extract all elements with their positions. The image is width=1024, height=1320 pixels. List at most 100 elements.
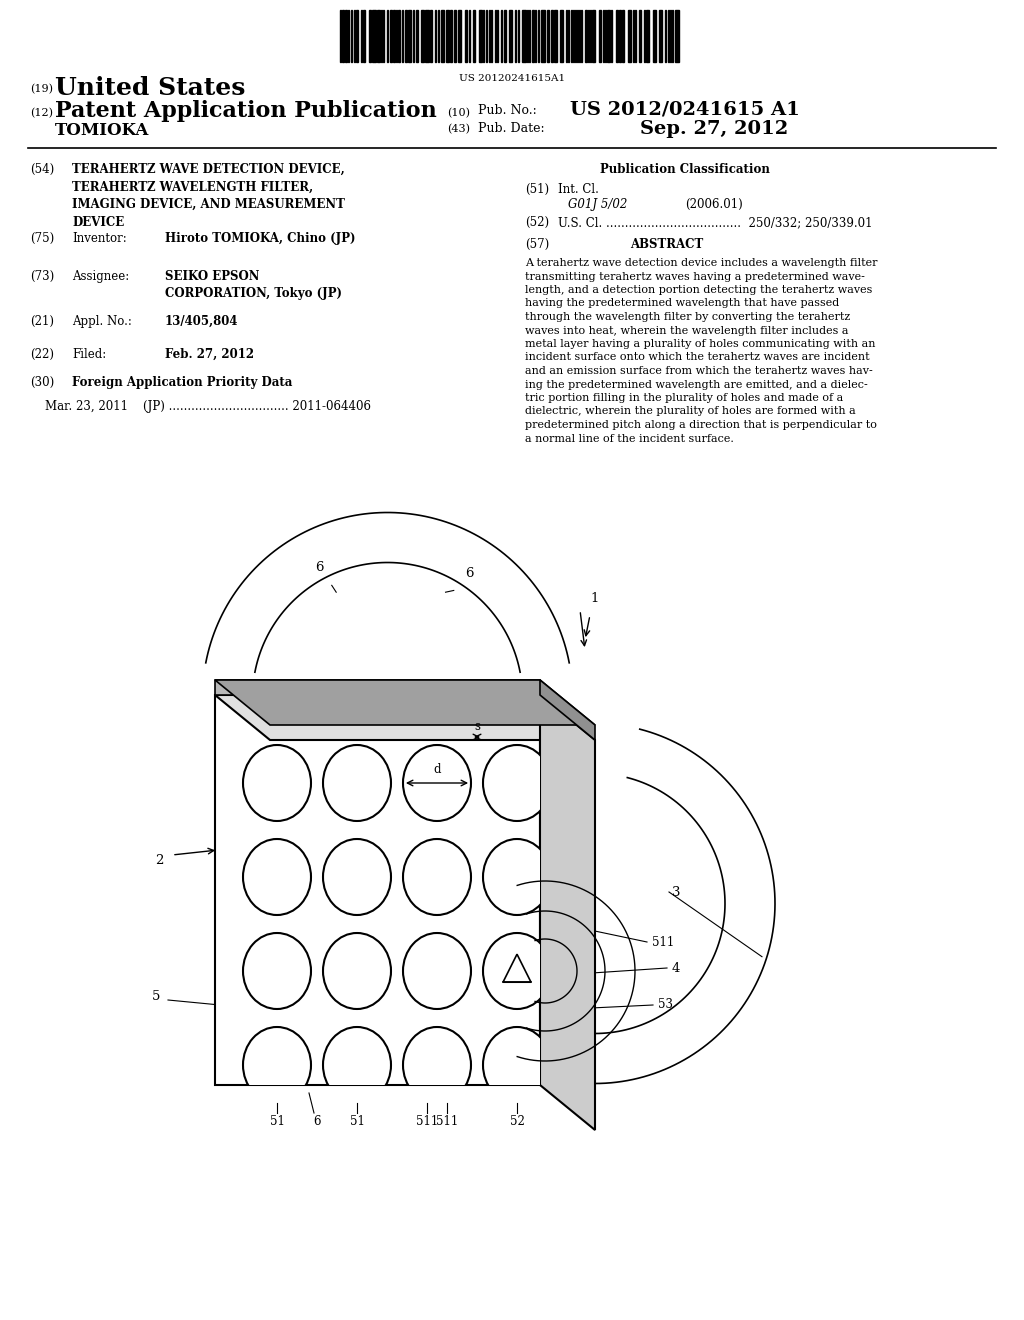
- Text: (43): (43): [447, 124, 470, 135]
- Text: U.S. Cl. ....................................  250/332; 250/339.01: U.S. Cl. ...............................…: [558, 216, 872, 228]
- Text: (57): (57): [525, 238, 549, 251]
- Bar: [607, 11, 610, 62]
- Bar: [345, 11, 347, 62]
- Text: Filed:: Filed:: [72, 348, 106, 360]
- Bar: [522, 11, 526, 62]
- Text: Inventor:: Inventor:: [72, 232, 127, 246]
- Ellipse shape: [403, 1027, 471, 1104]
- Bar: [369, 11, 371, 62]
- Ellipse shape: [323, 933, 391, 1008]
- Bar: [408, 11, 411, 62]
- Ellipse shape: [243, 744, 311, 821]
- Text: length, and a detection portion detecting the terahertz waves: length, and a detection portion detectin…: [525, 285, 872, 294]
- Bar: [356, 11, 358, 62]
- Text: Mar. 23, 2011    (JP) ................................ 2011-064406: Mar. 23, 2011 (JP) .....................…: [45, 400, 371, 413]
- Bar: [362, 11, 365, 62]
- Bar: [454, 11, 456, 62]
- Bar: [628, 11, 631, 62]
- Polygon shape: [215, 680, 595, 725]
- Text: metal layer having a plurality of holes communicating with an: metal layer having a plurality of holes …: [525, 339, 876, 348]
- Text: (21): (21): [30, 315, 54, 327]
- Bar: [659, 11, 662, 62]
- Bar: [479, 11, 482, 62]
- Text: (54): (54): [30, 162, 54, 176]
- Text: ing the predetermined wavelength are emitted, and a dielec-: ing the predetermined wavelength are emi…: [525, 380, 867, 389]
- Ellipse shape: [483, 840, 551, 915]
- Bar: [398, 11, 400, 62]
- Bar: [372, 11, 376, 62]
- Bar: [421, 11, 424, 62]
- Text: a normal line of the incident surface.: a normal line of the incident surface.: [525, 433, 734, 444]
- Bar: [509, 11, 512, 62]
- Text: TERAHERTZ WAVE DETECTION DEVICE,
TERAHERTZ WAVELENGTH FILTER,
IMAGING DEVICE, AN: TERAHERTZ WAVE DETECTION DEVICE, TERAHER…: [72, 162, 345, 228]
- Bar: [616, 11, 618, 62]
- Text: (19): (19): [30, 84, 53, 94]
- Ellipse shape: [403, 840, 471, 915]
- Text: Foreign Application Priority Data: Foreign Application Priority Data: [72, 376, 293, 389]
- Text: having the predetermined wavelength that have passed: having the predetermined wavelength that…: [525, 298, 840, 309]
- Text: 52: 52: [510, 1115, 524, 1129]
- Ellipse shape: [323, 744, 391, 821]
- Text: s: s: [474, 719, 480, 733]
- Ellipse shape: [243, 933, 311, 1008]
- Ellipse shape: [483, 1027, 551, 1104]
- Text: Pub. No.:: Pub. No.:: [478, 104, 537, 117]
- Text: 51: 51: [269, 1115, 285, 1129]
- Bar: [585, 11, 587, 62]
- Text: 13/405,804: 13/405,804: [165, 315, 239, 327]
- Polygon shape: [540, 680, 595, 741]
- Text: TOMIOKA: TOMIOKA: [55, 121, 150, 139]
- Bar: [441, 11, 444, 62]
- Bar: [541, 11, 545, 62]
- Ellipse shape: [403, 933, 471, 1008]
- Text: 511: 511: [436, 1115, 459, 1129]
- Text: (52): (52): [525, 216, 549, 228]
- Bar: [406, 11, 407, 62]
- Bar: [554, 11, 557, 62]
- Bar: [416, 11, 418, 62]
- Bar: [430, 11, 432, 62]
- Text: United States: United States: [55, 77, 246, 100]
- Ellipse shape: [243, 840, 311, 915]
- Bar: [551, 11, 553, 62]
- Text: Publication Classification: Publication Classification: [600, 162, 770, 176]
- Bar: [425, 11, 429, 62]
- Text: ABSTRACT: ABSTRACT: [630, 238, 703, 251]
- Bar: [390, 11, 392, 62]
- Ellipse shape: [483, 744, 551, 821]
- Bar: [592, 11, 595, 62]
- Text: (22): (22): [30, 348, 54, 360]
- Text: (10): (10): [447, 108, 470, 119]
- Text: G01J 5/02: G01J 5/02: [568, 198, 628, 211]
- Bar: [446, 11, 449, 62]
- Text: 2: 2: [155, 854, 163, 866]
- Bar: [622, 11, 624, 62]
- Bar: [215, 680, 540, 696]
- Text: waves into heat, wherein the wavelength filter includes a: waves into heat, wherein the wavelength …: [525, 326, 849, 335]
- Bar: [342, 11, 344, 62]
- Text: Patent Application Publication: Patent Application Publication: [55, 100, 437, 121]
- Bar: [465, 11, 467, 62]
- Text: Int. Cl.: Int. Cl.: [558, 183, 599, 195]
- Text: (51): (51): [525, 183, 549, 195]
- Ellipse shape: [243, 1027, 311, 1104]
- Bar: [675, 11, 679, 62]
- Text: (75): (75): [30, 232, 54, 246]
- Bar: [473, 11, 475, 62]
- Bar: [560, 11, 563, 62]
- Text: SEIKO EPSON
CORPORATION, Tokyo (JP): SEIKO EPSON CORPORATION, Tokyo (JP): [165, 271, 342, 300]
- Bar: [215, 696, 540, 1085]
- Ellipse shape: [323, 840, 391, 915]
- Bar: [599, 11, 601, 62]
- Text: (2006.01): (2006.01): [685, 198, 742, 211]
- Text: 511: 511: [652, 936, 674, 949]
- Bar: [450, 11, 452, 62]
- Text: 5: 5: [152, 990, 160, 1003]
- Text: Pub. Date:: Pub. Date:: [478, 121, 545, 135]
- Bar: [618, 11, 621, 62]
- Text: (73): (73): [30, 271, 54, 282]
- Text: 6: 6: [313, 1115, 321, 1129]
- Bar: [646, 11, 649, 62]
- Polygon shape: [215, 696, 595, 741]
- Bar: [504, 11, 506, 62]
